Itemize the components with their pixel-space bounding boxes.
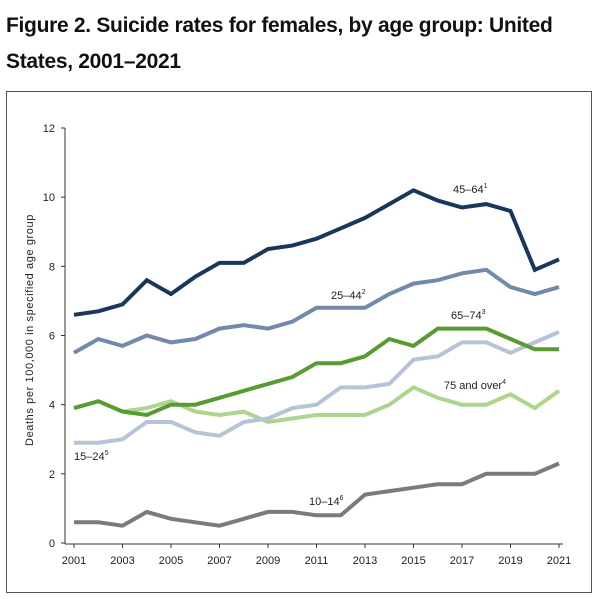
series-label: 45–641 — [453, 183, 488, 196]
series-label: 10–146 — [309, 495, 344, 508]
x-tick-label: 2011 — [305, 555, 329, 567]
y-tick-label: 8 — [49, 261, 55, 273]
y-tick-label: 6 — [49, 331, 55, 343]
series-label: 15–245 — [74, 450, 109, 463]
y-tick-label: 10 — [43, 192, 55, 204]
series-line-15-24 — [74, 330, 560, 445]
series-line-75-and-over — [73, 385, 561, 425]
series-line-10-14 — [74, 461, 560, 528]
x-tick-label: 2003 — [110, 555, 134, 567]
y-axis-label: Deaths per 100,000 in specified age grou… — [24, 214, 36, 446]
y-tick-label: 12 — [43, 123, 55, 135]
series-label: 65–743 — [451, 309, 486, 322]
x-tick-label: 2005 — [159, 555, 183, 567]
y-tick-label: 0 — [49, 538, 55, 550]
x-tick-label: 2019 — [498, 555, 522, 567]
y-tick-label: 2 — [49, 469, 55, 481]
series-labels: 45–641 25–442 65–743 15–245 75 and over4 10–1… — [74, 183, 506, 508]
series-label: 75 and over4 — [444, 379, 506, 392]
y-tick-label: 4 — [49, 400, 55, 412]
x-tick-label: 2007 — [207, 555, 231, 567]
x-tick-label: 2017 — [450, 555, 474, 567]
x-tick-label: 2015 — [401, 555, 425, 567]
series-label: 25–442 — [331, 289, 366, 302]
series-line-45-64 — [73, 188, 560, 317]
chart-frame — [6, 91, 592, 593]
series-line-25-44 — [73, 267, 560, 355]
x-tick-label: 2001 — [62, 555, 86, 567]
x-tick-label: 2021 — [547, 555, 571, 567]
x-tick-label: 2013 — [353, 555, 377, 567]
series-line-65-74 — [73, 326, 559, 418]
series-lines — [73, 188, 561, 528]
chart-axes: 0 2 4 6 8 10 12 2001 2003 2005 2007 2009 2011 2013 201… — [43, 123, 571, 567]
chart-title: Figure 2. Suicide rates for females, by … — [6, 14, 553, 73]
x-tick-label: 2009 — [256, 555, 280, 567]
